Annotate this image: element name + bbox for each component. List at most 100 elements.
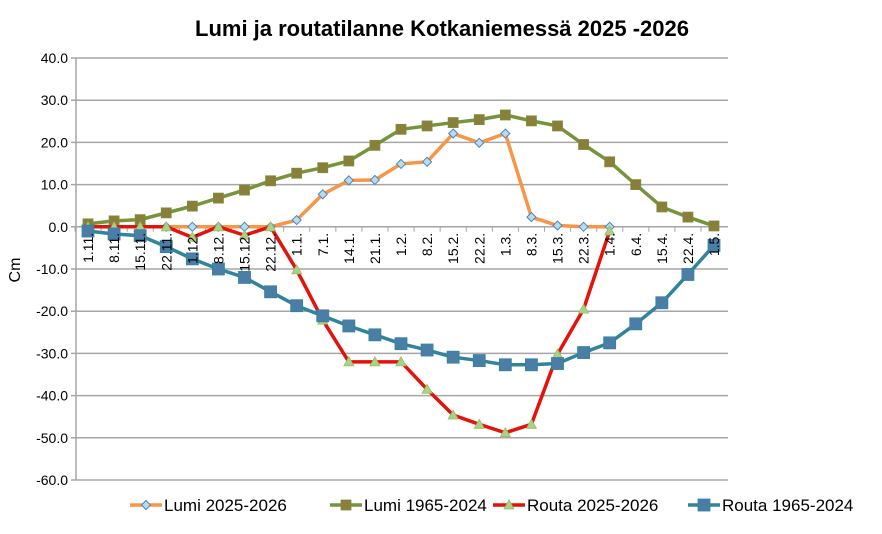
data-point [708,220,720,232]
data-point [187,221,198,233]
y-tick-label: 40.0 [41,50,68,66]
data-point [552,220,563,231]
series-routa-1965-2024 [81,224,721,372]
data-point [239,184,250,196]
x-tick-labels: 1.11. 8.11. 15.11. 22.11. 1.12. 8.12. 15.12. 22… [80,233,722,272]
data-point [159,240,173,254]
data-point [369,174,381,186]
data-point [526,115,537,127]
data-point [238,271,251,284]
data-point [290,299,304,313]
data-point [447,117,459,128]
x-tick-label: 15.4. [654,233,670,264]
data-point [186,231,199,242]
legend-marker [503,499,515,510]
data-point [472,354,486,367]
data-point [446,350,460,364]
data-point [343,175,355,186]
x-tick-label: 22.2. [471,233,487,264]
y-tick-labels: 40.0 30.0 20.0 10.0 0.0 -10.0 -20.0 -30.0 -40.0 -… [36,50,68,488]
data-point [394,337,408,351]
x-tick-label: 22.4. [680,233,696,264]
y-tick-label: -30.0 [36,345,68,361]
data-point [578,221,589,233]
data-point [707,238,721,252]
x-tick-label: 21.1. [367,233,383,264]
data-point [473,418,485,429]
data-point [264,220,277,232]
data-point [498,358,512,372]
y-tick-label: -10.0 [36,261,68,277]
x-tick-label: 8.12. [210,233,226,264]
legend-label: Routa 1965-2024 [722,496,853,515]
data-point [656,201,668,213]
data-point [369,356,381,367]
data-point [604,156,616,168]
data-point [421,120,433,132]
x-tick-label: 1.5. [706,233,722,256]
data-point [655,296,669,310]
x-tick-label: 15.11. [132,233,148,271]
data-point [368,328,382,342]
data-point [291,167,303,179]
legend-label: Routa 2025-2026 [527,496,658,515]
data-point [212,220,225,232]
data-point [395,158,407,170]
data-point [291,214,302,226]
y-tick-label: 20.0 [41,134,68,150]
data-point [577,303,590,314]
legend-item: Lumi 1965-2024 [330,496,487,515]
data-point [317,162,329,174]
data-point [578,139,589,150]
legend-item: Routa 1965-2024 [688,496,853,515]
data-point [369,139,381,151]
data-point [630,179,642,191]
x-tick-label: 22.11. [158,233,174,271]
legend-marker [697,498,711,512]
data-point [316,309,330,323]
data-point [474,137,485,149]
data-point [160,220,172,232]
y-tick-label: -40.0 [36,388,68,404]
x-tick-label: 15.12. [237,233,253,272]
x-tick-label: 22.3. [576,233,592,264]
x-tick-label: 8.2. [419,233,435,256]
data-point [681,268,695,281]
x-tick-label: 14.1. [341,233,357,264]
data-point [421,156,433,168]
data-point [265,175,276,187]
data-point [603,336,617,350]
legend: Lumi 2025-2026 Lumi 1965-2024 Routa 2025-2… [130,496,853,515]
data-point [499,109,511,121]
data-point [160,207,172,219]
data-point [342,319,356,333]
data-point [629,317,643,331]
x-tick-label: 1.1. [289,233,305,256]
data-point [682,211,694,223]
x-tick-label: 22.12. [263,233,279,272]
y-axis-label: Cm [7,258,24,283]
x-tick-label: 8.11. [106,233,122,263]
gridlines [71,57,728,481]
data-point [212,262,225,276]
data-point [395,356,407,367]
legend-label: Lumi 1965-2024 [364,496,487,515]
data-point [421,383,433,394]
data-point [552,120,563,132]
series-routa-2025-2026 [82,220,616,438]
chart-title: Lumi ja routatilanne Kotkaniemessä 2025 … [195,16,689,41]
series-group [81,109,721,438]
data-point [186,200,198,212]
x-tick-label: 15.3. [550,233,566,264]
data-point [525,358,538,372]
legend-item: Routa 2025-2026 [493,496,658,515]
data-point [317,189,328,200]
data-point [395,123,407,135]
data-point [447,128,459,139]
legend-label: Lumi 2025-2026 [164,496,287,515]
data-point [499,426,512,438]
data-point [290,264,303,275]
y-tick-label: 30.0 [41,92,68,108]
data-point [551,357,564,370]
